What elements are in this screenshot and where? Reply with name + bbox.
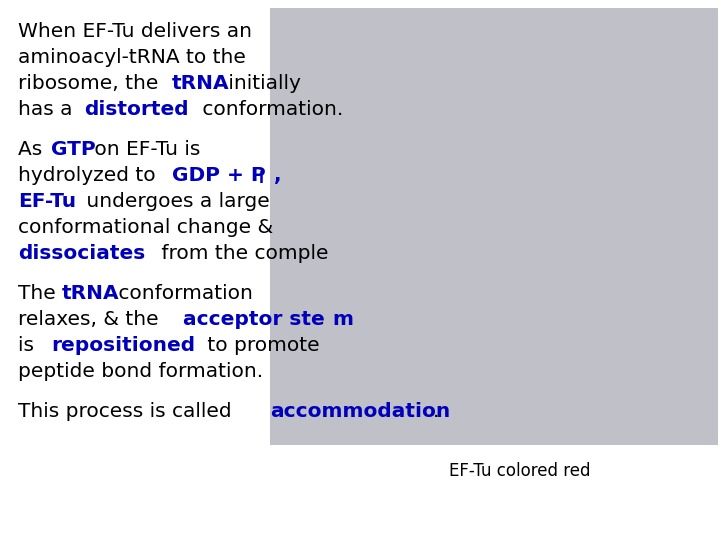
Text: ,: , bbox=[267, 166, 282, 185]
Text: conformational change &: conformational change & bbox=[18, 218, 273, 237]
Text: initially: initially bbox=[222, 74, 300, 93]
Text: tRNA: tRNA bbox=[171, 74, 229, 93]
Text: .: . bbox=[433, 402, 439, 421]
Text: on EF-Tu is: on EF-Tu is bbox=[89, 140, 201, 159]
Text: EF-Tu colored red: EF-Tu colored red bbox=[449, 462, 590, 480]
Text: to promote: to promote bbox=[201, 336, 320, 355]
Text: ribosome, the: ribosome, the bbox=[18, 74, 165, 93]
Text: GTP: GTP bbox=[51, 140, 96, 159]
Text: i: i bbox=[259, 171, 264, 186]
Text: acceptor ste: acceptor ste bbox=[183, 310, 325, 329]
Text: EF-Tu: EF-Tu bbox=[18, 192, 76, 211]
Text: relaxes, & the: relaxes, & the bbox=[18, 310, 165, 329]
Text: has a: has a bbox=[18, 100, 79, 119]
Text: accommodation: accommodation bbox=[271, 402, 451, 421]
Text: As: As bbox=[18, 140, 49, 159]
Text: aminoacyl-tRNA to the: aminoacyl-tRNA to the bbox=[18, 48, 246, 67]
Text: GDP + P: GDP + P bbox=[171, 166, 266, 185]
Text: distorted: distorted bbox=[84, 100, 189, 119]
Text: tRNA: tRNA bbox=[62, 284, 120, 303]
Text: hydrolyzed to: hydrolyzed to bbox=[18, 166, 162, 185]
Bar bbox=[270, 8, 718, 445]
Text: is: is bbox=[18, 336, 40, 355]
Text: repositioned: repositioned bbox=[51, 336, 195, 355]
Text: When EF-Tu delivers an: When EF-Tu delivers an bbox=[18, 22, 252, 41]
Text: conformation.: conformation. bbox=[197, 100, 343, 119]
Text: from the comple: from the comple bbox=[156, 244, 329, 263]
Text: conformation: conformation bbox=[112, 284, 253, 303]
Text: The: The bbox=[18, 284, 62, 303]
Text: peptide bond formation.: peptide bond formation. bbox=[18, 362, 263, 381]
Text: This process is called: This process is called bbox=[18, 402, 238, 421]
Text: dissociates: dissociates bbox=[18, 244, 145, 263]
Text: undergoes a large: undergoes a large bbox=[81, 192, 270, 211]
Text: m: m bbox=[333, 310, 354, 329]
